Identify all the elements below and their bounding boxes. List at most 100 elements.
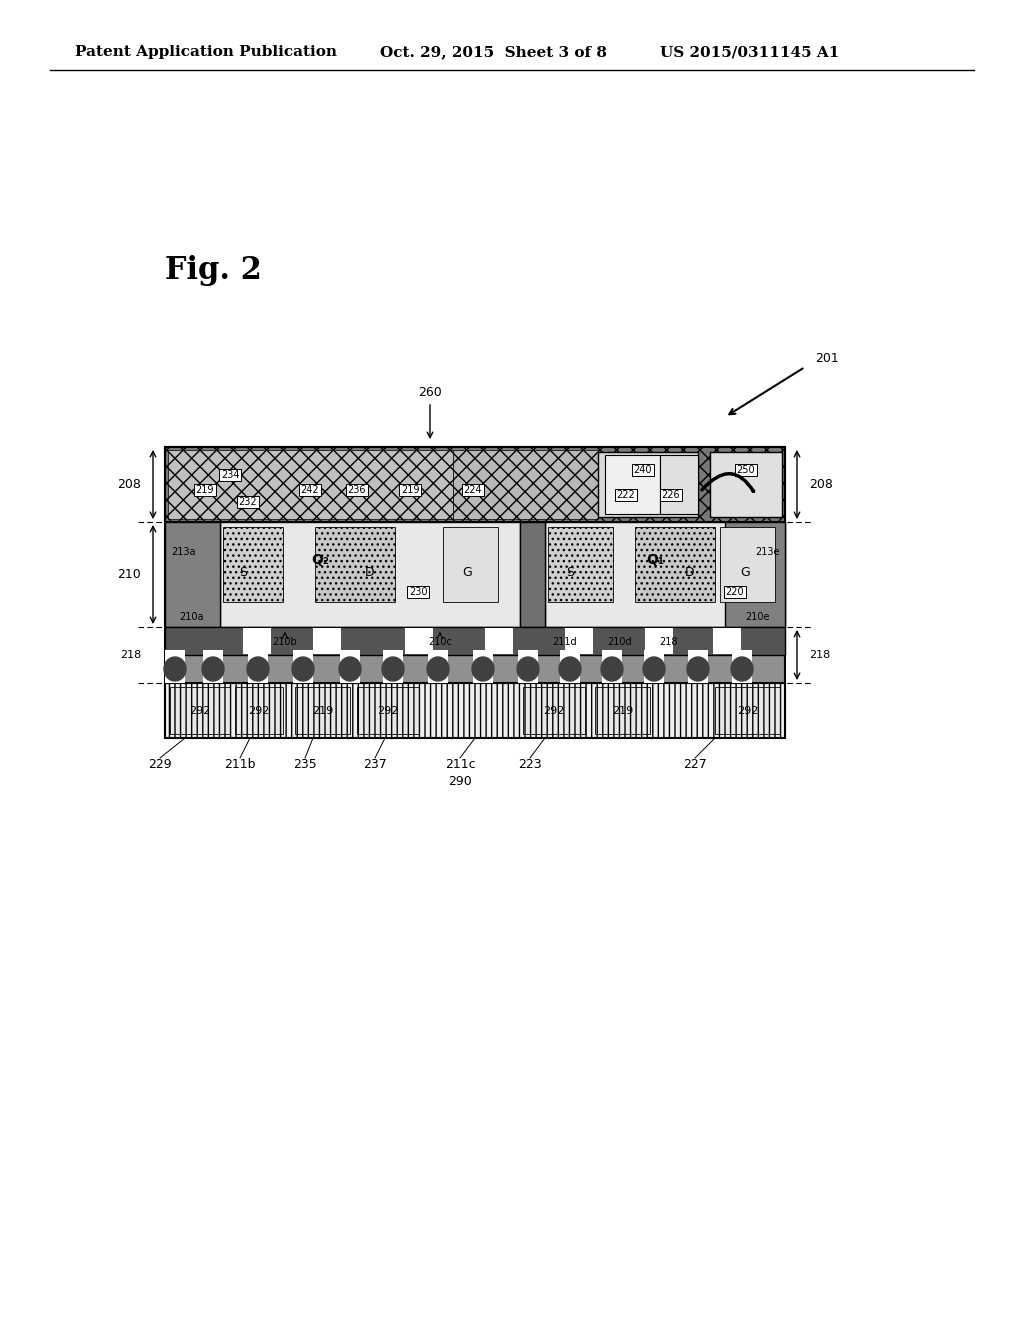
Bar	[165, 682, 785, 738]
Ellipse shape	[339, 657, 361, 681]
Bar	[720, 527, 775, 602]
Text: S: S	[239, 565, 247, 578]
Bar	[243, 628, 271, 653]
Text: 208: 208	[809, 478, 833, 491]
Text: 240: 240	[634, 465, 652, 475]
Text: 236: 236	[348, 484, 367, 495]
Text: Fig. 2: Fig. 2	[165, 255, 262, 285]
Bar	[165, 649, 185, 682]
Text: 219: 219	[196, 484, 214, 495]
Bar	[518, 649, 538, 682]
Bar	[725, 521, 785, 627]
Text: 211b: 211b	[224, 758, 256, 771]
Text: G: G	[462, 565, 472, 578]
Ellipse shape	[559, 657, 581, 681]
Text: 210e: 210e	[744, 612, 769, 622]
Bar	[223, 527, 283, 602]
Text: 223: 223	[518, 758, 542, 771]
Bar	[234, 686, 283, 734]
Bar	[165, 447, 785, 737]
Bar	[340, 649, 360, 682]
Text: 213a: 213a	[171, 546, 196, 557]
Text: 250: 250	[736, 465, 756, 475]
Text: 234: 234	[221, 470, 240, 480]
Ellipse shape	[601, 657, 623, 681]
Bar	[598, 451, 698, 517]
Bar	[545, 521, 785, 627]
Bar	[732, 649, 752, 682]
Text: S: S	[566, 565, 574, 578]
Bar	[315, 527, 395, 602]
Bar	[443, 527, 498, 602]
Bar	[548, 527, 613, 602]
Text: 292: 292	[248, 705, 269, 715]
Text: 211c: 211c	[444, 758, 475, 771]
Bar	[357, 686, 419, 734]
Text: 210c: 210c	[428, 638, 452, 647]
Ellipse shape	[164, 657, 186, 681]
Text: G: G	[740, 565, 750, 578]
Text: US 2015/0311145 A1: US 2015/0311145 A1	[660, 45, 840, 59]
Bar	[220, 521, 520, 627]
Text: 220: 220	[726, 587, 744, 597]
Bar	[165, 447, 785, 521]
Bar	[710, 451, 782, 517]
Ellipse shape	[202, 657, 224, 681]
Text: 211d: 211d	[553, 638, 578, 647]
Bar	[165, 627, 785, 655]
Ellipse shape	[382, 657, 404, 681]
Bar	[605, 455, 660, 513]
Bar	[203, 649, 223, 682]
Text: 230: 230	[409, 587, 427, 597]
Ellipse shape	[472, 657, 494, 681]
Bar	[713, 628, 741, 653]
Text: 242: 242	[301, 484, 319, 495]
Text: 219: 219	[612, 705, 633, 715]
Bar	[595, 686, 650, 734]
Ellipse shape	[643, 657, 665, 681]
Ellipse shape	[517, 657, 539, 681]
Text: 218: 218	[120, 649, 141, 660]
Bar	[473, 649, 493, 682]
Text: 210d: 210d	[607, 638, 632, 647]
Bar	[406, 628, 433, 653]
Text: 213e: 213e	[755, 546, 779, 557]
Ellipse shape	[427, 657, 449, 681]
Bar	[660, 455, 698, 513]
Bar	[602, 649, 622, 682]
Bar	[635, 527, 715, 602]
Text: 235: 235	[293, 758, 316, 771]
Text: 229: 229	[148, 758, 172, 771]
Text: Q₁: Q₁	[646, 553, 664, 568]
Bar	[170, 686, 230, 734]
Text: 210a: 210a	[180, 612, 204, 622]
Text: 227: 227	[683, 758, 707, 771]
Text: D: D	[366, 565, 375, 578]
Text: 218: 218	[809, 649, 830, 660]
Text: D: D	[685, 565, 695, 578]
Text: 226: 226	[662, 490, 680, 500]
Text: 219: 219	[312, 705, 333, 715]
Bar	[520, 521, 545, 627]
Text: 292: 292	[544, 705, 564, 715]
Text: 219: 219	[400, 484, 419, 495]
Bar	[168, 450, 453, 519]
FancyArrowPatch shape	[701, 474, 754, 491]
Bar	[313, 628, 341, 653]
Bar	[560, 649, 580, 682]
Text: Oct. 29, 2015  Sheet 3 of 8: Oct. 29, 2015 Sheet 3 of 8	[380, 45, 607, 59]
Bar	[248, 649, 268, 682]
Text: 292: 292	[189, 705, 211, 715]
Bar	[428, 649, 449, 682]
Ellipse shape	[292, 657, 314, 681]
Bar	[523, 686, 585, 734]
Text: 222: 222	[616, 490, 635, 500]
Text: 201: 201	[815, 352, 839, 366]
Text: 224: 224	[464, 484, 482, 495]
Bar	[165, 521, 220, 627]
Text: 210: 210	[118, 568, 141, 581]
Bar	[295, 686, 350, 734]
Bar	[715, 686, 780, 734]
Text: Patent Application Publication: Patent Application Publication	[75, 45, 337, 59]
Ellipse shape	[247, 657, 269, 681]
